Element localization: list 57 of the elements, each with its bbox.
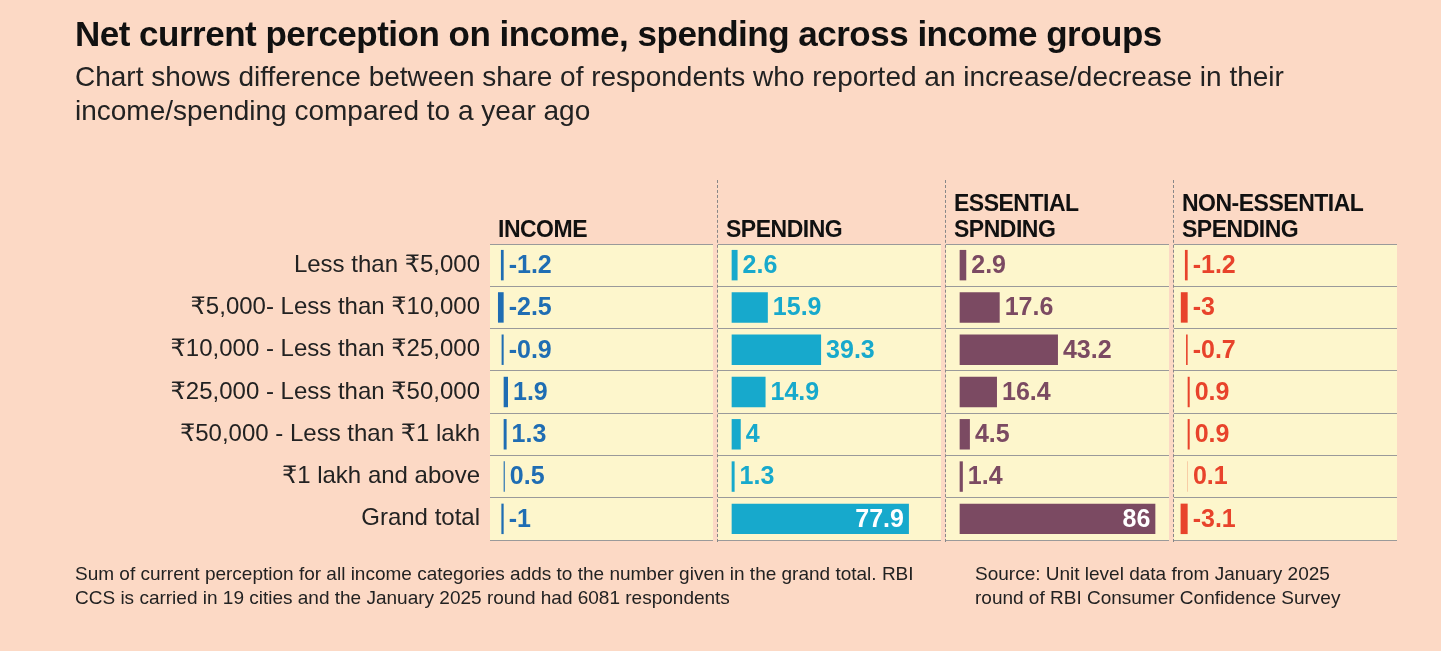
data-label: 1.9 bbox=[512, 376, 548, 405]
y-tick-label: Grand total bbox=[361, 503, 480, 531]
data-label: -1 bbox=[508, 503, 531, 532]
data-label: -0.7 bbox=[1192, 334, 1236, 363]
y-tick-label: ₹5,000- Less than ₹10,000 bbox=[190, 292, 480, 320]
data-label: 14.9 bbox=[770, 376, 820, 405]
bar bbox=[959, 461, 963, 492]
data-label: -1.2 bbox=[508, 250, 552, 279]
data-label: -3.1 bbox=[1192, 503, 1236, 532]
data-label: 2.6 bbox=[742, 250, 778, 279]
data-label: 0.9 bbox=[1194, 376, 1230, 405]
bar bbox=[731, 249, 738, 281]
bar bbox=[731, 461, 735, 492]
chart-title: NON-ESSENTIAL SPENDING bbox=[1181, 189, 1364, 242]
bar bbox=[731, 334, 822, 365]
chart-title: SPENDING bbox=[725, 215, 844, 242]
data-label: 43.2 bbox=[1062, 334, 1112, 363]
bar bbox=[959, 503, 1156, 535]
data-label: 39.3 bbox=[826, 334, 875, 363]
y-tick-label: ₹25,000 - Less than ₹50,000 bbox=[170, 376, 480, 404]
data-label: 1.3 bbox=[511, 419, 547, 448]
y-tick-label: ₹50,000 - Less than ₹1 lakh bbox=[179, 418, 480, 446]
data-label: 4.5 bbox=[974, 419, 1010, 448]
data-label: 0.5 bbox=[509, 461, 545, 490]
data-label: 0.1 bbox=[1192, 461, 1228, 490]
data-label: 0.9 bbox=[1194, 419, 1230, 448]
data-label: -1.2 bbox=[1192, 250, 1236, 279]
data-label: 4 bbox=[745, 419, 760, 448]
bar bbox=[731, 419, 741, 450]
chart-title: ESSENTIAL SPNDING bbox=[953, 189, 1080, 242]
text: Net current perception on income, spending across income groups bbox=[75, 14, 1163, 54]
data-label: 15.9 bbox=[772, 292, 822, 321]
data-label: -2.5 bbox=[508, 292, 552, 321]
bar bbox=[959, 292, 1000, 323]
y-tick-label: Less than ₹5,000 bbox=[293, 249, 480, 277]
data-label: -3 bbox=[1192, 292, 1215, 321]
bar bbox=[731, 376, 766, 408]
y-tick-label: ₹10,000 - Less than ₹25,000 bbox=[170, 334, 480, 362]
data-label: 16.4 bbox=[1001, 376, 1051, 405]
bar bbox=[731, 503, 909, 535]
data-label: 86 bbox=[1122, 503, 1151, 532]
data-label: 17.6 bbox=[1004, 292, 1054, 321]
bar bbox=[959, 334, 1058, 365]
data-label: 77.9 bbox=[855, 503, 904, 532]
data-label: 2.9 bbox=[971, 250, 1007, 279]
data-label: 1.3 bbox=[739, 461, 775, 490]
bar bbox=[731, 292, 768, 323]
y-tick-label: ₹1 lakh and above bbox=[281, 461, 480, 489]
data-label: -0.9 bbox=[508, 334, 552, 363]
chart-title: INCOME bbox=[497, 215, 588, 242]
bar bbox=[959, 419, 970, 450]
text: Sum of current perception for all income categories adds to the number given in the grand total. RBI CCS is carried in 19 cities and the January 2025 round had 6081 respondents bbox=[75, 562, 915, 610]
bar bbox=[959, 249, 967, 281]
text: Chart shows difference between share of respondents who reported an increase/decrease in their income/spending compared to a year ago bbox=[75, 60, 1285, 128]
bar bbox=[959, 376, 997, 408]
data-label: 1.4 bbox=[967, 461, 1003, 490]
source-note: Source: Unit level data from January 2025 round of RBI Consumer Confidence Survey bbox=[975, 562, 1342, 610]
